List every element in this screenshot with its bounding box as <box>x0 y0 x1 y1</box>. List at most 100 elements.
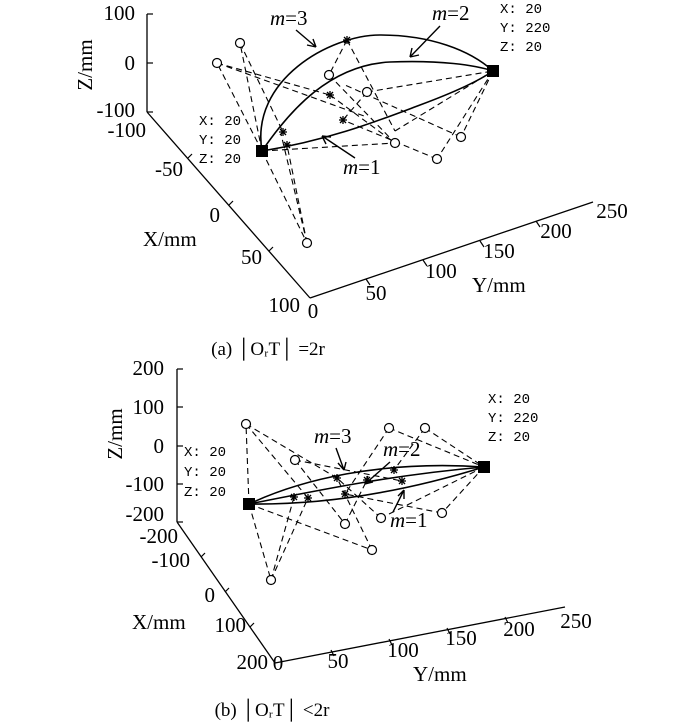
panel-b: 200 100 0 -100 -200 -200 -100 0 100 200 … <box>103 356 592 722</box>
panel-a-z-tick-label: -100 <box>97 98 136 122</box>
panel-a-end-y: Y: 220 <box>500 21 550 37</box>
joint-circle <box>361 86 373 98</box>
dashed-link <box>346 39 396 132</box>
panel-b-y-tick-label: 250 <box>560 609 592 633</box>
panel-b-x-tick-label: -200 <box>140 524 179 548</box>
joint-circle <box>375 512 387 524</box>
dashed-link <box>280 133 308 244</box>
trajectory-m2 <box>248 466 485 505</box>
dashed-link <box>342 91 368 121</box>
panel-a-arrow-m2 <box>409 25 441 58</box>
panel-b-y-tick-label: 200 <box>503 617 535 641</box>
panel-b-trajectories <box>248 464 485 505</box>
panel-a-end-x: X: 20 <box>500 2 542 18</box>
joint-circle <box>366 544 378 556</box>
star-marker <box>326 91 334 99</box>
panel-b-axes <box>176 368 566 664</box>
dashed-link <box>245 423 250 505</box>
panel-b-label-m1: m=1 <box>390 508 428 532</box>
panel-b-caption: (b) │OᵣT│ <2r <box>215 698 330 722</box>
panel-b-x-tick-mark <box>200 552 206 558</box>
panel-b-start-x: X: 20 <box>184 445 226 461</box>
panel-a-y-axis-label: Y/mm <box>472 273 526 297</box>
panel-b-x-tick-label: 0 <box>205 583 216 607</box>
panel-a-x-tick-mark <box>268 246 274 252</box>
star-marker <box>390 466 398 474</box>
panel-a-z-tick-label: 0 <box>125 51 136 75</box>
dashed-link <box>460 70 494 138</box>
panel-a-x-tick-label: 50 <box>241 245 262 269</box>
dashed-link <box>270 497 309 581</box>
panel-a-y-tick-label: 200 <box>540 219 572 243</box>
dashed-link <box>270 496 295 581</box>
dashed-link <box>441 466 485 514</box>
panel-b-x-tick-mark <box>224 587 230 593</box>
panel-a-axes <box>146 13 594 299</box>
panel-b-end-x: X: 20 <box>488 392 530 408</box>
joint-circle <box>436 507 448 519</box>
joint-circle <box>289 454 301 466</box>
star-marker <box>398 477 406 485</box>
panel-a-y-tick-mark <box>422 259 428 267</box>
joint-circle <box>234 37 246 49</box>
panel-a-start-z: Z: 20 <box>199 152 241 168</box>
panel-a-start-point <box>256 145 268 157</box>
joint-circle <box>419 422 431 434</box>
star-marker <box>339 116 347 124</box>
panel-a-label-m1: m=1 <box>343 155 381 179</box>
dashed-link <box>216 62 331 96</box>
panel-a-y-tick-label: 100 <box>425 259 457 283</box>
panel-b-x-tick-mark <box>249 622 255 628</box>
panel-a-label-m3: m=3 <box>270 6 308 30</box>
dashed-link <box>248 503 272 581</box>
joint-circle <box>455 131 467 143</box>
panel-b-z-tick-label: -100 <box>126 472 165 496</box>
panel-b-end-point <box>478 461 490 473</box>
dashed-link <box>239 42 263 152</box>
trajectory-m3 <box>248 464 485 505</box>
panel-a-z-axis-label: Z/mm <box>73 39 97 90</box>
dashed-link <box>245 423 338 479</box>
panel-a-end-point <box>487 65 499 77</box>
dashed-link <box>248 503 373 551</box>
panel-b-arrow-m3 <box>335 447 347 471</box>
panel-b-z-tick-label: 0 <box>154 434 165 458</box>
dashed-link <box>344 427 390 495</box>
panel-b-start-point <box>243 498 255 510</box>
panel-b-end-y: Y: 220 <box>488 411 538 427</box>
panel-b-arrow-m2 <box>364 461 391 485</box>
panel-a-x-axis-label: X/mm <box>143 227 197 251</box>
panel-b-z-tick-label: 100 <box>133 395 165 419</box>
panel-b-y-tick-label: 100 <box>387 638 419 662</box>
panel-a-y-tick-mark <box>479 240 485 248</box>
panel-b-x-tick-label: 100 <box>215 613 247 637</box>
joint-circle <box>265 574 277 586</box>
panel-a-arrow-m1 <box>321 135 356 159</box>
panel-a-arrow-m3 <box>295 29 317 48</box>
dashed-link <box>342 119 438 160</box>
panel-a-x-tick-label: -50 <box>155 157 183 181</box>
joint-circle <box>211 57 223 69</box>
panel-a-joints <box>211 37 467 249</box>
panel-b-x-tick-label: -100 <box>152 548 191 572</box>
joint-circle <box>301 237 313 249</box>
panel-a-caption: (a) │OᵣT│ =2r <box>211 337 325 361</box>
dashed-link <box>344 479 368 525</box>
panel-a-y-tick-label: 250 <box>596 199 628 223</box>
panel-a-label-m2: m=2 <box>432 1 470 25</box>
panel-b-y-tick-mark <box>504 616 509 624</box>
panel-a-end-z: Z: 20 <box>500 40 542 56</box>
panel-a-y-tick-label: 50 <box>366 281 387 305</box>
panel-a-x-tick-mark <box>187 153 193 159</box>
panel-b-x-axis-label: X/mm <box>132 610 186 634</box>
panel-b-arrow-m1 <box>392 489 405 513</box>
panel-b-start-z: Z: 20 <box>184 485 226 501</box>
panel-b-y-tick-label: 150 <box>445 626 477 650</box>
dashed-link <box>336 477 373 551</box>
dashed-link <box>436 70 494 160</box>
panel-b-joints <box>240 418 448 586</box>
panel-a-z-tick-label: 100 <box>104 1 136 25</box>
star-marker <box>304 494 312 502</box>
panel-b-stars <box>290 466 406 502</box>
panel-b-y-tick-label: 0 <box>273 651 284 675</box>
